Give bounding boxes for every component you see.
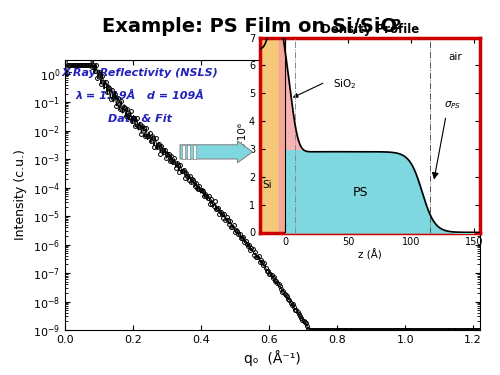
Text: Data & Fit: Data & Fit [108, 114, 172, 124]
Text: X-Ray Reflectivity (NSLS): X-Ray Reflectivity (NSLS) [62, 68, 218, 78]
Y-axis label: Intensity (c.u.): Intensity (c.u.) [14, 150, 28, 240]
Bar [187, 145, 190, 159]
Text: $\sigma_{PS}$: $\sigma_{PS}$ [444, 99, 461, 111]
Bar [192, 145, 196, 159]
X-axis label: qₒ  (Å⁻¹): qₒ (Å⁻¹) [244, 350, 301, 366]
Text: SiO$_2$: SiO$_2$ [333, 78, 356, 92]
Y-axis label: δ·10⁶: δ·10⁶ [238, 122, 248, 148]
Bar [182, 145, 184, 159]
Text: 2: 2 [392, 18, 401, 32]
X-axis label: z (Å): z (Å) [358, 249, 382, 260]
Text: λ = 1.19Å   d = 109Å: λ = 1.19Å d = 109Å [76, 91, 204, 101]
Text: air: air [448, 52, 462, 62]
Text: PS: PS [353, 186, 368, 199]
FancyArrow shape [180, 141, 252, 163]
Title: Density Profile: Density Profile [321, 23, 419, 36]
Text: Si: Si [262, 180, 272, 190]
Text: Example: PS Film on Si/SiO: Example: PS Film on Si/SiO [102, 17, 398, 36]
